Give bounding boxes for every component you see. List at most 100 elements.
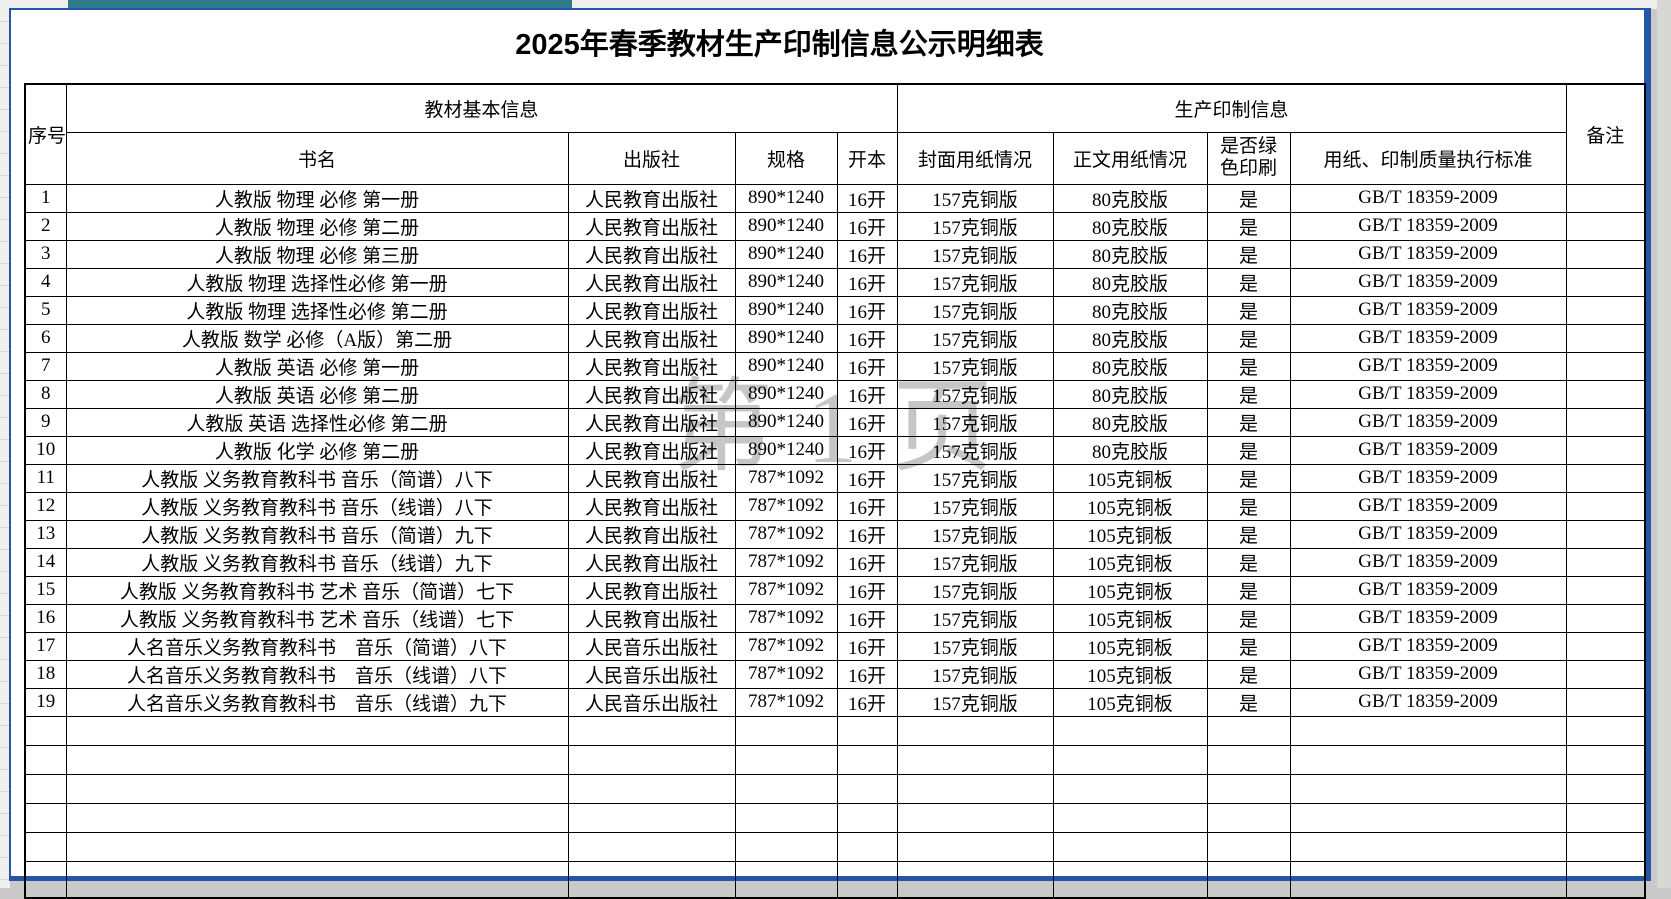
spec-cell bbox=[734, 715, 838, 746]
standard-cell: GB/T 18359-2009 bbox=[1289, 407, 1567, 437]
standard-cell bbox=[1289, 744, 1567, 775]
standard-cell bbox=[1289, 802, 1567, 833]
format-cell bbox=[836, 860, 898, 899]
remark-cell bbox=[1565, 603, 1646, 633]
body-paper-cell: 80克胶版 bbox=[1052, 211, 1208, 241]
standard-cell: GB/T 18359-2009 bbox=[1289, 659, 1567, 689]
remark-cell bbox=[1565, 519, 1646, 549]
remark-cell bbox=[1565, 831, 1646, 862]
publisher-cell: 人民教育出版社 bbox=[567, 295, 736, 325]
serial-cell: 19 bbox=[24, 687, 67, 717]
body-paper-cell: 105克铜板 bbox=[1052, 491, 1208, 521]
publisher-cell: 人民教育出版社 bbox=[567, 435, 736, 465]
publisher-cell bbox=[567, 773, 736, 804]
header-spec: 规格 bbox=[734, 131, 838, 185]
publisher-cell: 人民教育出版社 bbox=[567, 239, 736, 269]
cover-paper-cell: 157克铜版 bbox=[896, 687, 1054, 717]
book-title-cell: 人教版 英语 选择性必修 第二册 bbox=[65, 407, 569, 437]
standard-cell bbox=[1289, 773, 1567, 804]
body-paper-cell: 105克铜板 bbox=[1052, 631, 1208, 661]
remark-cell bbox=[1565, 802, 1646, 833]
standard-cell: GB/T 18359-2009 bbox=[1289, 295, 1567, 325]
remark-cell bbox=[1565, 631, 1646, 661]
cover-paper-cell: 157克铜版 bbox=[896, 435, 1054, 465]
standard-cell: GB/T 18359-2009 bbox=[1289, 267, 1567, 297]
sheet-left-margin bbox=[0, 0, 10, 888]
format-cell: 16开 bbox=[836, 211, 898, 241]
book-title-cell bbox=[65, 860, 569, 899]
remark-cell bbox=[1565, 379, 1646, 409]
cover-paper-cell: 157克铜版 bbox=[896, 239, 1054, 269]
remark-cell bbox=[1565, 295, 1646, 325]
header-format: 开本 bbox=[836, 131, 898, 185]
publisher-cell: 人民教育出版社 bbox=[567, 211, 736, 241]
table-row: 5 人教版 物理 选择性必修 第二册 人民教育出版社 890*1240 16开 … bbox=[24, 295, 1646, 325]
publisher-cell bbox=[567, 715, 736, 746]
empty-table-row bbox=[24, 802, 1646, 833]
green-print-cell: 是 bbox=[1206, 351, 1291, 381]
header-serial: 序号 bbox=[24, 83, 67, 185]
book-title-cell: 人名音乐义务教育教科书 音乐（简谱）八下 bbox=[65, 631, 569, 661]
cover-paper-cell bbox=[896, 831, 1054, 862]
format-cell bbox=[836, 831, 898, 862]
cover-paper-cell: 157克铜版 bbox=[896, 183, 1054, 213]
format-cell: 16开 bbox=[836, 659, 898, 689]
standard-cell: GB/T 18359-2009 bbox=[1289, 603, 1567, 633]
body-paper-cell: 80克胶版 bbox=[1052, 239, 1208, 269]
standard-cell: GB/T 18359-2009 bbox=[1289, 631, 1567, 661]
remark-cell bbox=[1565, 547, 1646, 577]
cover-paper-cell: 157克铜版 bbox=[896, 519, 1054, 549]
serial-cell: 18 bbox=[24, 659, 67, 689]
publisher-cell: 人民音乐出版社 bbox=[567, 659, 736, 689]
format-cell: 16开 bbox=[836, 379, 898, 409]
header-publisher: 出版社 bbox=[567, 131, 736, 185]
spec-cell bbox=[734, 773, 838, 804]
publisher-cell: 人民教育出版社 bbox=[567, 547, 736, 577]
cover-paper-cell: 157克铜版 bbox=[896, 379, 1054, 409]
table-row: 19 人名音乐义务教育教科书 音乐（线谱）九下 人民音乐出版社 787*1092… bbox=[24, 687, 1646, 717]
cover-paper-cell: 157克铜版 bbox=[896, 211, 1054, 241]
spec-cell: 890*1240 bbox=[734, 211, 838, 241]
table-row: 12 人教版 义务教育教科书 音乐（线谱）八下 人民教育出版社 787*1092… bbox=[24, 491, 1646, 521]
spec-cell: 890*1240 bbox=[734, 323, 838, 353]
standard-cell: GB/T 18359-2009 bbox=[1289, 323, 1567, 353]
serial-cell: 2 bbox=[24, 211, 67, 241]
body-paper-cell bbox=[1052, 773, 1208, 804]
empty-table-row bbox=[24, 831, 1646, 862]
table-row: 10 人教版 化学 必修 第二册 人民教育出版社 890*1240 16开 15… bbox=[24, 435, 1646, 465]
standard-cell bbox=[1289, 715, 1567, 746]
format-cell bbox=[836, 744, 898, 775]
spec-cell: 787*1092 bbox=[734, 631, 838, 661]
spec-cell: 890*1240 bbox=[734, 435, 838, 465]
table-row: 7 人教版 英语 必修 第一册 人民教育出版社 890*1240 16开 157… bbox=[24, 351, 1646, 381]
remark-cell bbox=[1565, 773, 1646, 804]
format-cell: 16开 bbox=[836, 463, 898, 493]
cover-paper-cell bbox=[896, 802, 1054, 833]
empty-table-row bbox=[24, 860, 1646, 899]
body-paper-cell: 105克铜板 bbox=[1052, 687, 1208, 717]
spec-cell bbox=[734, 802, 838, 833]
serial-cell: 3 bbox=[24, 239, 67, 269]
app-top-margin bbox=[0, 0, 1671, 9]
format-cell: 16开 bbox=[836, 603, 898, 633]
publisher-cell: 人民教育出版社 bbox=[567, 407, 736, 437]
cover-paper-cell: 157克铜版 bbox=[896, 659, 1054, 689]
publisher-cell bbox=[567, 744, 736, 775]
cover-paper-cell: 157克铜版 bbox=[896, 547, 1054, 577]
body-paper-cell bbox=[1052, 831, 1208, 862]
green-print-cell bbox=[1206, 802, 1291, 833]
table-row: 9 人教版 英语 选择性必修 第二册 人民教育出版社 890*1240 16开 … bbox=[24, 407, 1646, 437]
table-body: 1 人教版 物理 必修 第一册 人民教育出版社 890*1240 16开 157… bbox=[24, 183, 1646, 899]
table-row: 11 人教版 义务教育教科书 音乐（简谱）八下 人民教育出版社 787*1092… bbox=[24, 463, 1646, 493]
green-print-cell: 是 bbox=[1206, 547, 1291, 577]
serial-cell bbox=[24, 715, 67, 746]
book-title-cell: 人教版 义务教育教科书 音乐（简谱）八下 bbox=[65, 463, 569, 493]
table-row: 8 人教版 英语 必修 第二册 人民教育出版社 890*1240 16开 157… bbox=[24, 379, 1646, 409]
standard-cell: GB/T 18359-2009 bbox=[1289, 687, 1567, 717]
document-page: 2025年春季教材生产印制信息公示明细表 第 1 页 序号 教材基本信息 生产印… bbox=[9, 8, 1651, 899]
table-row: 6 人教版 数学 必修（A版）第二册 人民教育出版社 890*1240 16开 … bbox=[24, 323, 1646, 353]
green-print-cell: 是 bbox=[1206, 575, 1291, 605]
spec-cell: 890*1240 bbox=[734, 407, 838, 437]
publisher-cell: 人民教育出版社 bbox=[567, 183, 736, 213]
book-title-cell: 人教版 英语 必修 第二册 bbox=[65, 379, 569, 409]
